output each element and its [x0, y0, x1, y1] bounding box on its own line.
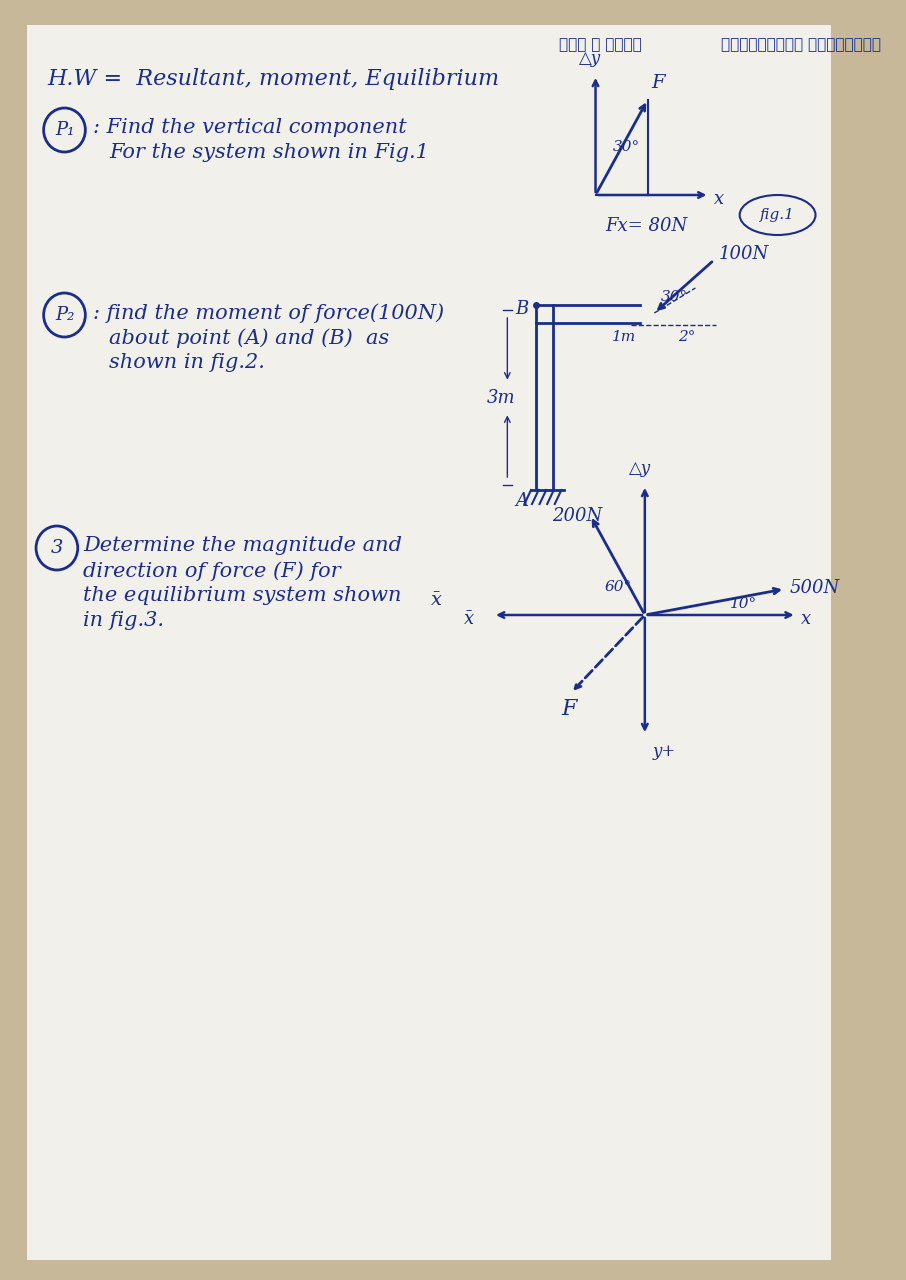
Text: 1m: 1m — [612, 330, 636, 344]
Text: 10°: 10° — [730, 596, 757, 611]
Text: 30°: 30° — [661, 291, 688, 305]
Text: △y: △y — [579, 50, 601, 67]
Text: direction of force (F) for: direction of force (F) for — [83, 561, 342, 581]
Text: x̄: x̄ — [430, 591, 442, 609]
Text: P₂: P₂ — [54, 306, 74, 324]
Text: fig.1: fig.1 — [760, 209, 795, 221]
Text: 100N: 100N — [718, 244, 769, 262]
Text: سيد ـ طيّب: سيد ـ طيّب — [560, 38, 642, 52]
Text: F: F — [562, 698, 577, 719]
Text: 3m: 3m — [487, 389, 516, 407]
Text: P₁: P₁ — [54, 122, 74, 140]
Text: : Find the vertical component: : Find the vertical component — [93, 118, 407, 137]
Text: Determine the magnitude and: Determine the magnitude and — [83, 536, 402, 556]
Text: For the system shown in Fig.1: For the system shown in Fig.1 — [109, 143, 429, 163]
Text: 60°: 60° — [605, 580, 632, 594]
Text: x̄: x̄ — [464, 611, 474, 628]
Text: H.W =  Resultant, moment, Equilibrium: H.W = Resultant, moment, Equilibrium — [47, 68, 499, 90]
Text: 3: 3 — [51, 539, 63, 557]
Text: y+: y+ — [652, 742, 676, 760]
Text: الميكانيك الهندسية: الميكانيك الهندسية — [720, 38, 881, 52]
Text: x: x — [801, 611, 812, 628]
Text: 30°: 30° — [612, 140, 640, 154]
Text: 500N: 500N — [790, 579, 840, 596]
Text: F: F — [651, 74, 665, 92]
FancyBboxPatch shape — [26, 26, 831, 1260]
Text: Fx= 80N: Fx= 80N — [605, 218, 688, 236]
Text: in fig.3.: in fig.3. — [83, 611, 165, 630]
Text: B: B — [515, 300, 528, 317]
Text: shown in fig.2.: shown in fig.2. — [109, 353, 265, 372]
Text: △y: △y — [629, 460, 651, 477]
Text: the equilibrium system shown: the equilibrium system shown — [83, 586, 402, 605]
Text: about point (A) and (B)  as: about point (A) and (B) as — [109, 328, 390, 348]
Text: A: A — [515, 492, 528, 509]
Text: 2°: 2° — [678, 330, 696, 344]
Text: x: x — [714, 189, 724, 209]
Text: 200N: 200N — [553, 507, 602, 525]
Text: : find the moment of force(100N): : find the moment of force(100N) — [93, 303, 444, 323]
